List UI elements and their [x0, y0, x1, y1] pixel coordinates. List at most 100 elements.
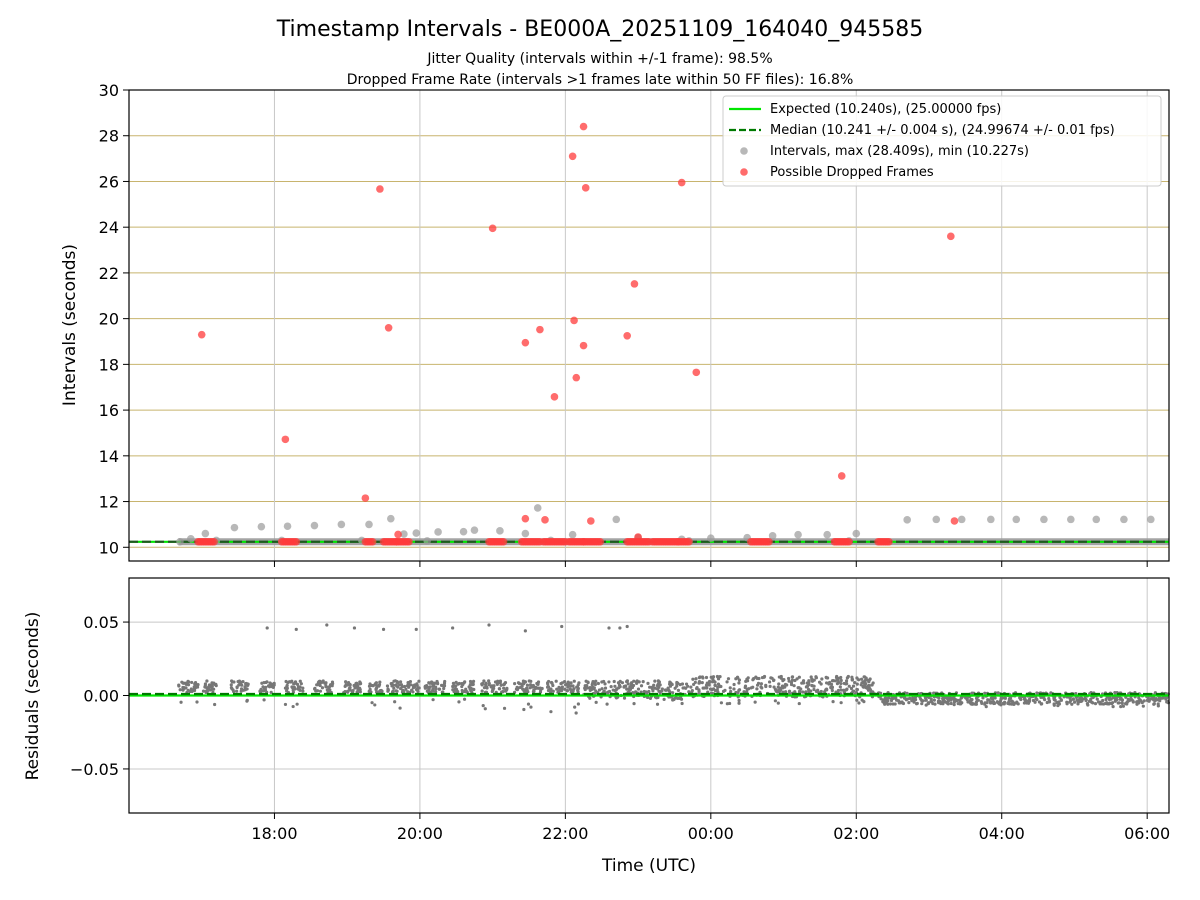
- residual-point: [568, 687, 572, 691]
- residual-point: [230, 679, 234, 683]
- residual-point: [525, 683, 530, 687]
- residual-point: [983, 701, 987, 705]
- residual-outlier-point: [607, 626, 611, 630]
- residual-point: [1084, 698, 1088, 702]
- residual-point: [746, 687, 751, 691]
- residual-point: [272, 681, 276, 685]
- bottom-xtick-label: 22:00: [542, 824, 588, 843]
- residual-point: [193, 683, 197, 687]
- residual-point: [613, 684, 617, 688]
- residual-point: [457, 700, 461, 704]
- residual-point: [385, 684, 390, 688]
- residual-point: [797, 686, 801, 690]
- residual-point: [732, 682, 736, 687]
- residual-point: [613, 688, 617, 693]
- residual-outlier-point: [487, 623, 491, 627]
- residual-point: [368, 689, 372, 694]
- residual-point: [713, 680, 717, 684]
- residual-point: [660, 689, 664, 693]
- residual-point: [811, 684, 815, 688]
- dropped-point: [947, 232, 955, 241]
- residual-point: [432, 681, 436, 685]
- residual-point: [716, 677, 721, 681]
- residual-point: [673, 696, 677, 700]
- residual-point: [933, 702, 937, 706]
- residual-point: [596, 681, 600, 686]
- residual-point: [835, 674, 839, 679]
- interval-point: [987, 515, 995, 524]
- residual-point: [451, 688, 455, 692]
- residual-point: [243, 685, 247, 689]
- residual-point: [725, 680, 729, 684]
- residual-point: [504, 688, 508, 693]
- residual-point: [709, 691, 714, 695]
- residual-point: [406, 683, 410, 687]
- residual-point: [787, 679, 791, 683]
- residual-point: [328, 683, 333, 687]
- bottom-ytick-label: 0.05: [83, 613, 119, 632]
- interval-point: [568, 530, 577, 539]
- residual-point: [1156, 702, 1160, 706]
- residual-point: [370, 701, 374, 705]
- residual-point: [704, 675, 709, 680]
- residual-point: [182, 686, 186, 690]
- residual-point: [609, 685, 613, 689]
- residual-point: [705, 683, 709, 687]
- residual-point: [295, 702, 299, 706]
- residual-point: [833, 679, 838, 683]
- residual-point: [626, 682, 630, 686]
- residual-point: [860, 698, 864, 702]
- residual-point: [973, 702, 977, 706]
- residual-point: [1080, 696, 1084, 700]
- residual-point: [859, 677, 864, 681]
- top-ytick-label: 10: [99, 538, 119, 557]
- residual-point: [318, 683, 322, 688]
- residual-point: [1027, 697, 1032, 701]
- residual-point: [710, 680, 715, 684]
- residual-point: [1026, 701, 1031, 705]
- residual-point: [910, 699, 914, 703]
- dropped-point: [570, 316, 578, 325]
- residual-point: [773, 699, 777, 703]
- residual-point: [368, 682, 372, 686]
- residual-point: [523, 690, 527, 694]
- residual-point: [189, 687, 193, 691]
- residual-point: [574, 711, 578, 715]
- residual-point: [658, 683, 662, 687]
- interval-point: [310, 521, 319, 530]
- residual-point: [358, 681, 362, 685]
- residual-point: [676, 688, 681, 692]
- residual-point: [842, 681, 846, 686]
- dropped-point: [623, 331, 631, 340]
- residual-point: [662, 697, 666, 701]
- residual-point: [713, 683, 717, 687]
- residual-point: [562, 680, 567, 684]
- residual-point: [729, 689, 733, 694]
- residual-point: [1023, 696, 1027, 701]
- residual-point: [258, 689, 262, 693]
- residual-point: [564, 683, 568, 687]
- residual-point: [656, 695, 660, 700]
- residual-point: [549, 710, 553, 714]
- top-ytick-label: 20: [99, 310, 119, 329]
- residual-point: [442, 686, 446, 691]
- residual-point: [577, 681, 581, 685]
- residual-point: [262, 686, 267, 690]
- residual-point: [565, 689, 569, 693]
- residual-point: [789, 682, 794, 687]
- bottom-xtick-label: 02:00: [833, 824, 879, 843]
- residual-point: [241, 680, 245, 684]
- residual-point: [262, 689, 266, 693]
- residual-point: [1002, 702, 1006, 706]
- residual-point: [549, 687, 553, 691]
- residual-point: [940, 701, 944, 705]
- residual-point: [572, 679, 576, 683]
- dropped-cluster-point: [845, 537, 853, 546]
- residual-point: [622, 685, 626, 689]
- top-panel-ticks: 10 12 14 16 18 20 22 24 26 28 30: [99, 81, 1148, 567]
- dropped-point: [634, 533, 642, 541]
- residual-point: [675, 682, 679, 686]
- residual-point: [348, 685, 352, 690]
- interval-point: [230, 523, 239, 532]
- residual-point: [801, 690, 805, 694]
